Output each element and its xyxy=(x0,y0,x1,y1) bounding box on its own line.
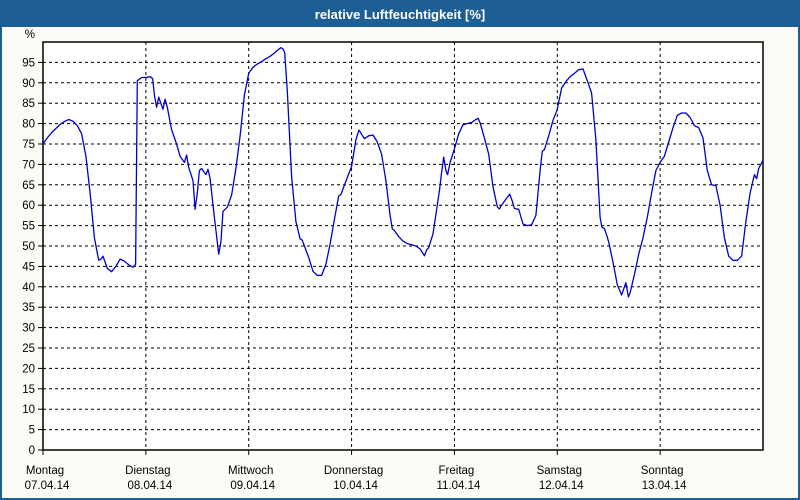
y-tick-label: 80 xyxy=(22,119,35,131)
day-label: Mittwoch xyxy=(228,465,273,477)
day-label: Freitag xyxy=(439,465,475,477)
y-tick-label: 0 xyxy=(29,445,35,457)
plot-border xyxy=(42,41,764,451)
day-label: Donnerstag xyxy=(324,465,383,477)
y-tick-label: 50 xyxy=(22,241,35,253)
y-tick-label: 45 xyxy=(22,261,35,273)
date-label: 10.04.14 xyxy=(333,480,378,492)
y-tick-label: 25 xyxy=(22,343,35,355)
y-tick-label: 75 xyxy=(22,139,35,151)
y-tick-label: 90 xyxy=(22,78,35,90)
date-label: 11.04.14 xyxy=(436,480,481,492)
window-title: relative Luftfeuchtigkeit [%] xyxy=(314,7,486,22)
humidity-chart: 0 5 10 15 20 25 30 35 40 45 50 55 60 65 70 75 80 85 90 95% M… xyxy=(22,29,764,492)
titlebar: relative Luftfeuchtigkeit [%] xyxy=(2,2,798,27)
y-tick-label: 40 xyxy=(22,282,35,294)
y-tick-label: 85 xyxy=(22,98,35,110)
y-tick-label: 95 xyxy=(22,57,35,69)
chart-area: 0 5 10 15 20 25 30 35 40 45 50 55 60 65 70 75 80 85 90 95% M… xyxy=(2,27,798,498)
day-label: Samstag xyxy=(537,465,582,477)
date-label: 13.04.14 xyxy=(642,480,687,492)
date-label: 08.04.14 xyxy=(127,480,172,492)
y-tick-label: 65 xyxy=(22,180,35,192)
y-tick-label: 10 xyxy=(22,404,35,416)
humidity-line xyxy=(42,47,764,298)
y-tick-label: 20 xyxy=(22,363,35,375)
y-tick-label: 70 xyxy=(22,159,35,171)
y-tick-label: 60 xyxy=(22,200,35,212)
y-tick-label: 15 xyxy=(22,384,35,396)
date-label: 09.04.14 xyxy=(230,480,275,492)
y-tick-label: 35 xyxy=(22,302,35,314)
y-tick-label: 30 xyxy=(22,323,35,335)
date-label: 12.04.14 xyxy=(539,480,584,492)
day-label: Montag xyxy=(26,465,64,477)
day-label: Dienstag xyxy=(125,465,170,477)
y-tick-label: 55 xyxy=(22,221,35,233)
day-label: Sonntag xyxy=(641,465,684,477)
date-label: 07.04.14 xyxy=(25,480,70,492)
y-tick-label: 5 xyxy=(29,425,35,437)
y-axis-unit-label: % xyxy=(25,29,35,41)
